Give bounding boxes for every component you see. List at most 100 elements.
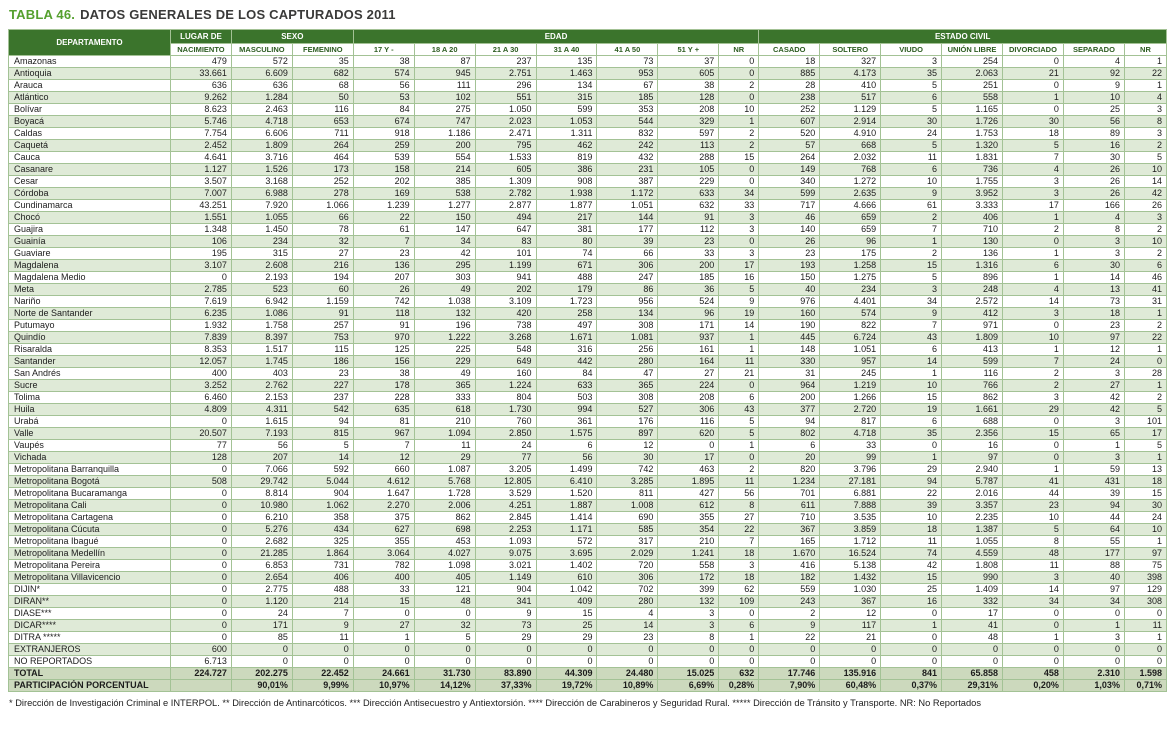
table-cell: 2 (1123, 139, 1168, 152)
table-row: Metropolitana Bucaramanga 0 8.814 904 1.647 1… (8, 487, 1168, 500)
table-cell: 4 (1062, 55, 1125, 68)
table-cell: 6 (880, 91, 943, 104)
table-cell: 7 (1001, 355, 1064, 368)
table-cell: 1.728 (413, 487, 476, 500)
table-cell: 247 (596, 271, 659, 284)
table-row: Metropolitana Pereira 0 6.853 731 782 1.098 3.… (8, 559, 1168, 572)
table-cell: 275 (413, 103, 476, 116)
table-cell: 0 (880, 643, 943, 656)
table-cell: 177 (596, 223, 659, 236)
table-cell: 406 (941, 211, 1003, 224)
table-cell: 904 (291, 487, 354, 500)
table-cell: 945 (413, 67, 476, 80)
table-cell: 53 (352, 91, 415, 104)
table-cell: 668 (819, 139, 882, 152)
table-cell: 6.881 (819, 487, 882, 500)
table-cell: 660 (352, 463, 415, 476)
table-cell: 361 (535, 415, 598, 428)
table-cell: 659 (819, 211, 882, 224)
table-cell: 1.087 (413, 463, 476, 476)
row-label: Metropolitana Villavicencio (8, 571, 171, 584)
row-label: Guaviare (8, 247, 171, 260)
table-cell: 217 (535, 211, 598, 224)
table-cell: 6.942 (230, 295, 293, 308)
table-cell: 18 (1123, 475, 1168, 488)
table-cell: 23 (291, 367, 354, 380)
table-cell: 0 (230, 655, 293, 668)
row-label: DIJIN* (8, 583, 171, 596)
table-cell: 599 (535, 103, 598, 116)
row-label: DITRA ***** (8, 631, 171, 644)
table-cell: 633 (535, 379, 598, 392)
table-cell: 264 (758, 151, 821, 164)
table-cell: 1.753 (941, 127, 1003, 140)
table-cell: 1.450 (230, 223, 293, 236)
table-cell: 7.619 (170, 295, 232, 308)
table-cell: 28 (758, 79, 821, 92)
table-cell: 398 (1123, 571, 1168, 584)
table-row: Bolívar 8.623 2.463 116 84 275 1.050 599 353 208 1… (8, 103, 1168, 116)
table-cell: 10 (1123, 163, 1168, 176)
table-cell: 3.535 (819, 511, 882, 524)
table-cell: 200 (758, 391, 821, 404)
table-cell: 8 (718, 499, 760, 512)
table-cell: 134 (535, 79, 598, 92)
table-cell: 3.796 (819, 463, 882, 476)
table-cell: 0 (291, 655, 354, 668)
table-cell: 234 (819, 283, 882, 296)
table-cell: 10 (1123, 523, 1168, 536)
table-cell: 1 (352, 631, 415, 644)
table-cell: 862 (413, 511, 476, 524)
table-cell: 22 (1123, 331, 1168, 344)
table-cell: 17.746 (758, 667, 821, 680)
table-cell: 538 (413, 187, 476, 200)
table-cell: 288 (657, 151, 720, 164)
table-cell: 0 (758, 643, 821, 656)
table-cell: 2 (1123, 247, 1168, 260)
table-cell: 1,03% (1062, 679, 1125, 692)
table-cell: 10 (1001, 511, 1064, 524)
table-cell: 7 (1001, 151, 1064, 164)
table-cell: 111 (413, 79, 476, 92)
table-cell: 14 (1123, 175, 1168, 188)
table-foot: TOTAL 224.727 202.275 22.452 24.661 31.730 83.… (8, 667, 1168, 692)
table-cell: 413 (941, 343, 1003, 356)
table-cell: 306 (596, 571, 659, 584)
table-cell: 3 (1062, 247, 1125, 260)
table-cell: 216 (291, 259, 354, 272)
table-cell: 600 (170, 643, 232, 656)
table-cell: 13 (1062, 283, 1125, 296)
table-cell: 1.120 (230, 595, 293, 608)
table-cell: 627 (352, 523, 415, 536)
table-cell: 81 (352, 415, 415, 428)
table-cell: 1.224 (474, 379, 537, 392)
table-cell: 43 (880, 331, 943, 344)
table-cell: 3 (1001, 307, 1064, 320)
table-cell: 65.858 (941, 667, 1003, 680)
table-cell: 308 (596, 319, 659, 332)
table-cell: 3 (1001, 187, 1064, 200)
table-cell: 720 (596, 559, 659, 572)
table-cell: 817 (819, 415, 882, 428)
table-row: DICAR**** 0 171 9 27 32 73 25 14 3 6 9 117 1 41 0 1 11 (8, 619, 1168, 632)
table-cell: 1.093 (474, 535, 537, 548)
table-row: Valle 20.507 7.193 815 967 1.094 2.850 1.575 897… (8, 427, 1168, 440)
table-cell: 229 (413, 355, 476, 368)
table-cell: 160 (758, 307, 821, 320)
table-cell: 29 (1001, 403, 1064, 416)
row-label: San Andrés (8, 367, 171, 380)
table-cell: 97 (1062, 331, 1125, 344)
table-cell: 731 (291, 559, 354, 572)
table-cell: 0 (718, 175, 760, 188)
table-row: Caldas 7.754 6.606 711 918 1.186 2.471 1.311 832… (8, 127, 1168, 140)
table-cell: 278 (291, 187, 354, 200)
table-cell: 710 (758, 511, 821, 524)
table-cell: 30 (880, 115, 943, 128)
table-cell: 26 (1062, 187, 1125, 200)
table-cell: 698 (413, 523, 476, 536)
table-cell: 1.320 (941, 139, 1003, 152)
table-cell: 68 (291, 79, 354, 92)
table-cell: 3.529 (474, 487, 537, 500)
table-cell: 0 (1123, 607, 1168, 620)
table-cell: 918 (352, 127, 415, 140)
